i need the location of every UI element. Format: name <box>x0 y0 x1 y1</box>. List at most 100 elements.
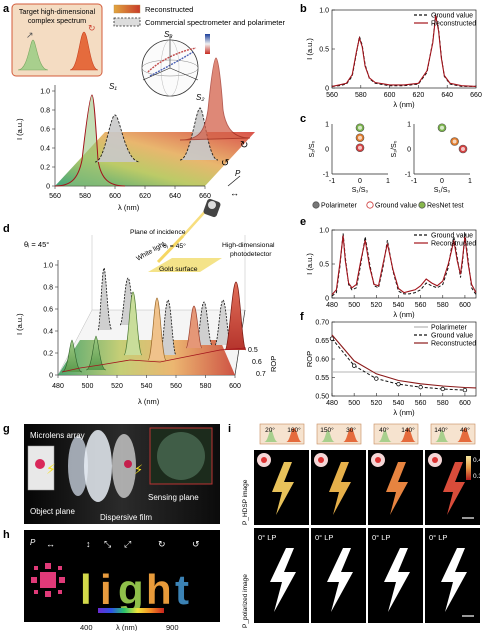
panel-i: i 20° 160° 0° LP 150° 30° 0° LP 40° 140° 0° LP 14… <box>228 423 482 628</box>
panel-e-x-tick-label: 500 <box>348 302 360 309</box>
panel-c-y-tick-label: 0 <box>325 147 329 154</box>
panel-i-inset-dot-center <box>375 457 381 463</box>
panel-c-legend-marker <box>418 201 426 209</box>
panel-a-grey-peak-1 <box>94 114 141 163</box>
panel-f-series-reconstructed <box>331 334 477 389</box>
panel-e-x-tick-label: 480 <box>326 302 338 309</box>
panel-d-theta-label: θᵢ = 45° <box>24 240 49 249</box>
panel-i-hdsp-bolt-icon <box>329 462 351 515</box>
panel-a-x-label: λ (nm) <box>118 203 140 212</box>
panel-a-circular-arrow-icon: ↻ <box>240 140 248 151</box>
row1-label: P_HDSP image <box>242 479 249 525</box>
panel-c-legend-marker <box>312 201 320 209</box>
panel-i-polarized-bolt-icon <box>384 548 410 612</box>
panel-c-x-label: S₁/S₀ <box>352 187 369 194</box>
panel-d-rop-tick-label: 0.7 <box>256 371 266 378</box>
arrow-antidiagonal-icon: ⤢ <box>123 539 131 549</box>
panel-a-y-tick-label: 0.2 <box>40 165 50 172</box>
panel-c: c -1 0 1 -1 0 1 S₁/S₀ S₂/S₀ -1 0 1 -1 0 1 S₁/S₀ S₃/S₀ Po… <box>300 113 472 210</box>
panel-i-hdsp-bolt-icon <box>272 462 294 515</box>
legend-commercial-label: Commercial spectrometer and polarimeter <box>145 18 286 27</box>
dispersive-film-label: Dispersive film <box>100 513 152 522</box>
panel-i-angle-2: 140° <box>401 426 415 434</box>
panel-c-y-tick-label: -1 <box>323 172 329 179</box>
panel-i-inset-dot-center <box>261 457 267 463</box>
panel-b-legend-label: Reconstructed <box>431 21 476 28</box>
pixel-sun-icon <box>31 563 65 597</box>
panel-b-x-label: λ (nm) <box>393 100 415 109</box>
panel-b-x-tick-label: 620 <box>413 92 425 99</box>
panel-c-x-tick-label: 1 <box>386 178 390 185</box>
panel-b-x-tick-label: 580 <box>355 92 367 99</box>
panel-i-polarized-bolt-icon <box>327 548 353 612</box>
panel-f-x-tick-label: 560 <box>415 400 427 407</box>
panel-d-y-tick-label: 0.2 <box>43 351 53 358</box>
arrow-horizontal-icon: ↔ <box>46 539 55 549</box>
panel-f-y-tick-label: 0.70 <box>315 320 329 327</box>
panel-b-series-reconstructed <box>331 15 477 87</box>
panel-a-linear-arrow-icon: ↔ <box>230 188 239 198</box>
panel-i-inset-dot-center <box>432 457 438 463</box>
panel-c-x-tick-label: 0 <box>440 178 444 185</box>
panel-i-angle-2: 30° <box>346 426 356 434</box>
panel-i-angle-1: 20° <box>265 426 275 434</box>
panel-c-x-tick-label: 0 <box>358 178 362 185</box>
image-red-dot-icon <box>124 460 132 468</box>
panel-i-red-peak <box>457 428 473 442</box>
panel-a-y-tick-label: 1.0 <box>40 89 50 96</box>
panel-a-3d-plot: 0 0.2 0.4 0.6 0.8 1.0 I (a.u.) 560 580 600 620 64… <box>15 57 255 212</box>
panel-f-x-tick-label: 520 <box>370 400 382 407</box>
panel-c-legend-label: Polarimeter <box>321 203 357 210</box>
sphere-s1-label: S₁ <box>109 82 117 91</box>
panel-f-x-tick-label: 600 <box>459 400 471 407</box>
wavelength-colorbar <box>98 608 164 613</box>
panel-e-y-tick-label: 0.5 <box>319 262 329 269</box>
plane-of-incidence-label: Plane of incidence <box>130 229 186 236</box>
colorbar-min-label: 400 <box>80 623 93 631</box>
panel-c-point-center <box>452 139 457 144</box>
panel-c-legend-marker <box>366 201 374 209</box>
panel-e-series-reconstructed <box>331 235 477 295</box>
panel-i-angle-2: 160° <box>287 426 301 434</box>
panel-d-x-tick-label: 600 <box>229 383 241 390</box>
panel-e: e 480 500 520 540 560 580 600 0 0.5 1.0 λ (nm) I (a… <box>300 216 477 319</box>
word-letter-h: h <box>146 566 172 613</box>
panel-i-red-peak <box>343 428 359 442</box>
target-green-peak <box>17 39 49 71</box>
panel-i-hdsp-bolt-icon <box>386 462 408 515</box>
panel-f-x-tick-label: 580 <box>437 400 449 407</box>
panel-letter-h: h <box>3 529 10 541</box>
panel-letter-e: e <box>300 216 306 228</box>
inset-theta-label: θᵢ = 45° <box>163 242 186 250</box>
legend-reconstructed-label: Reconstructed <box>145 5 193 14</box>
panel-a-x-tick-label: 620 <box>139 193 151 200</box>
target-box-line2: complex spectrum <box>28 16 86 25</box>
panel-a-x-tick-label: 640 <box>169 193 181 200</box>
detector-label-line1: High-dimensional <box>222 242 275 249</box>
panel-f: f 480 500 520 540 560 580 600 0.50 0.55 0.60 0.65 0… <box>300 311 477 417</box>
panel-letter-a: a <box>3 3 10 15</box>
panel-c-y-tick-label: 1 <box>407 122 411 129</box>
panel-f-legend-label: Ground value <box>431 333 473 340</box>
panel-i-polarized-bolt-icon <box>441 548 467 612</box>
panel-d-y-tick-label: 0.6 <box>43 307 53 314</box>
panel-c-y-label: S₃/S₀ <box>391 140 398 157</box>
object-bolt-icon: ⚡ <box>46 461 56 477</box>
panel-c-y-tick-label: 1 <box>325 122 329 129</box>
panel-i-hdsp-bolt-icon <box>443 462 465 515</box>
panel-i-green-peak <box>264 430 278 442</box>
panel-i-angle-1: 150° <box>320 426 334 434</box>
panel-f-y-label: ROP <box>305 351 314 367</box>
panel-c-point-center <box>358 135 362 140</box>
panel-i-green-peak <box>435 430 449 442</box>
panel-d-y-tick-label: 0.8 <box>43 285 53 292</box>
panel-i-angle-2: 40° <box>460 426 470 434</box>
panel-b-legend-label: Ground value <box>431 13 473 20</box>
sphere-s2-label: S₂ <box>196 93 204 102</box>
microlens-label: Microlens array <box>30 431 85 440</box>
panel-i-green-peak <box>378 430 392 442</box>
panel-a-y-tick-label: 0 <box>46 184 50 191</box>
panel-f-point <box>462 387 468 393</box>
panel-e-x-tick-label: 540 <box>393 302 405 309</box>
row2-label: P_polarized image <box>242 574 249 628</box>
